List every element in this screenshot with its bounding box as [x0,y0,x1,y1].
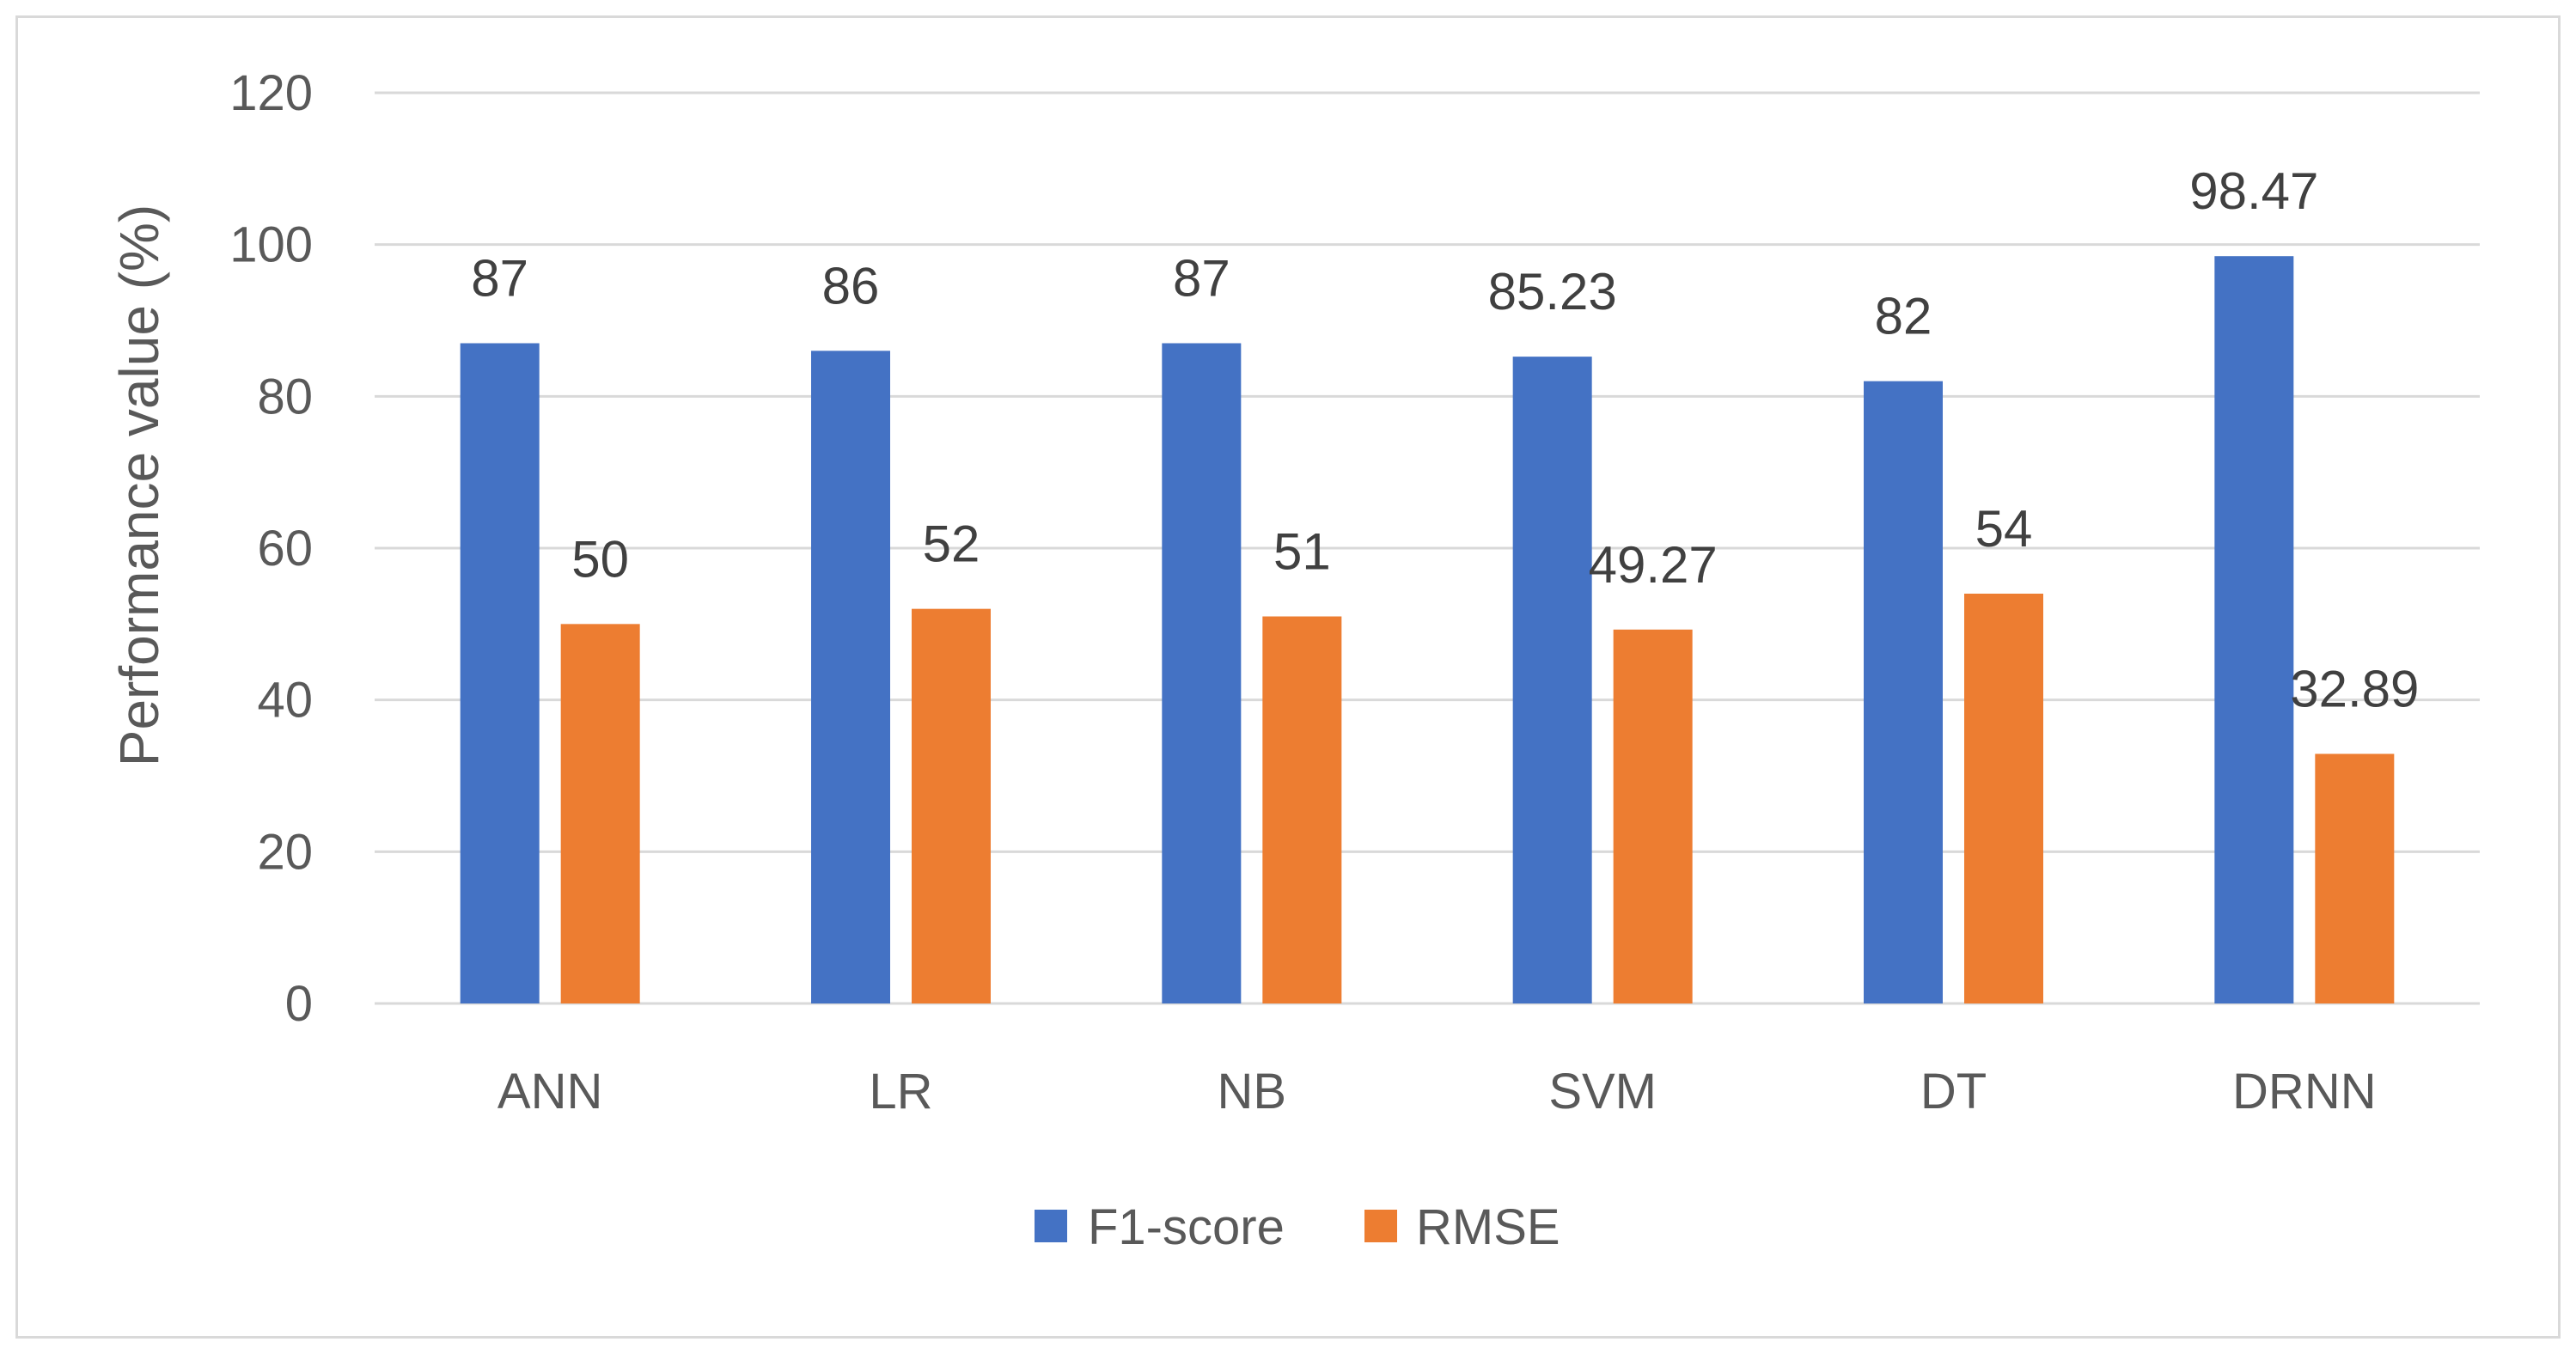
gridlines [375,91,2480,1005]
bars [460,256,2395,1004]
data-label: 85.23 [1488,263,1617,320]
y-axis-ticks: 0 20 40 60 80 100 120 [229,65,313,1032]
legend-swatch-rmse[interactable] [1364,1210,1397,1242]
data-label: 87 [1173,250,1230,308]
bar-rmse-drnn[interactable] [2315,753,2395,1003]
bar-rmse-dt[interactable] [1964,594,2043,1003]
y-tick-label: 80 [257,369,313,424]
y-tick-label: 120 [229,65,313,121]
bar-f1-score-ann[interactable] [460,343,540,1004]
x-tick-label: SVM [1548,1064,1657,1119]
data-label: 51 [1273,523,1331,581]
bar-f1-score-dt[interactable] [1864,381,1943,1004]
bar-f1-score-svm[interactable] [1512,357,1592,1003]
data-label: 98.47 [2189,162,2318,220]
bar-rmse-lr[interactable] [912,608,991,1003]
y-tick-label: 40 [257,673,313,729]
x-tick-label: DRNN [2232,1064,2377,1119]
bar-rmse-svm[interactable] [1613,629,1693,1003]
data-label: 87 [471,250,528,308]
data-label: 82 [1875,288,1932,345]
x-tick-label: LR [869,1064,932,1119]
data-label: 50 [571,530,629,588]
x-tick-label: NB [1218,1064,1287,1119]
bar-rmse-nb[interactable] [1262,616,1342,1004]
y-tick-label: 100 [229,217,313,273]
data-labels: 87 50 86 52 87 51 85.23 49.27 82 54 98.47 32.89 [471,162,2419,717]
legend-label[interactable]: F1-score [1088,1199,1285,1255]
bar-f1-score-drnn[interactable] [2214,256,2294,1004]
data-label: 86 [822,257,880,314]
bar-f1-score-nb[interactable] [1162,343,1242,1004]
legend[interactable]: F1-score RMSE [1035,1199,1560,1255]
x-axis-ticks: ANN LR NB SVM DT DRNN [497,1064,2377,1119]
data-label: 52 [923,515,980,573]
x-tick-label: DT [1920,1064,1987,1119]
data-label: 32.89 [2290,660,2419,717]
bar-f1-score-lr[interactable] [811,351,890,1003]
legend-swatch-f1-score[interactable] [1035,1210,1067,1242]
y-axis-title: Performance value (%) [108,204,170,766]
y-tick-label: 60 [257,521,313,576]
y-tick-label: 20 [257,824,313,880]
data-label: 49.27 [1589,536,1718,594]
x-tick-label: ANN [497,1064,602,1119]
data-label: 54 [1975,500,2033,558]
bar-rmse-ann[interactable] [560,624,640,1003]
legend-label[interactable]: RMSE [1416,1199,1560,1255]
y-tick-label: 0 [285,976,313,1032]
